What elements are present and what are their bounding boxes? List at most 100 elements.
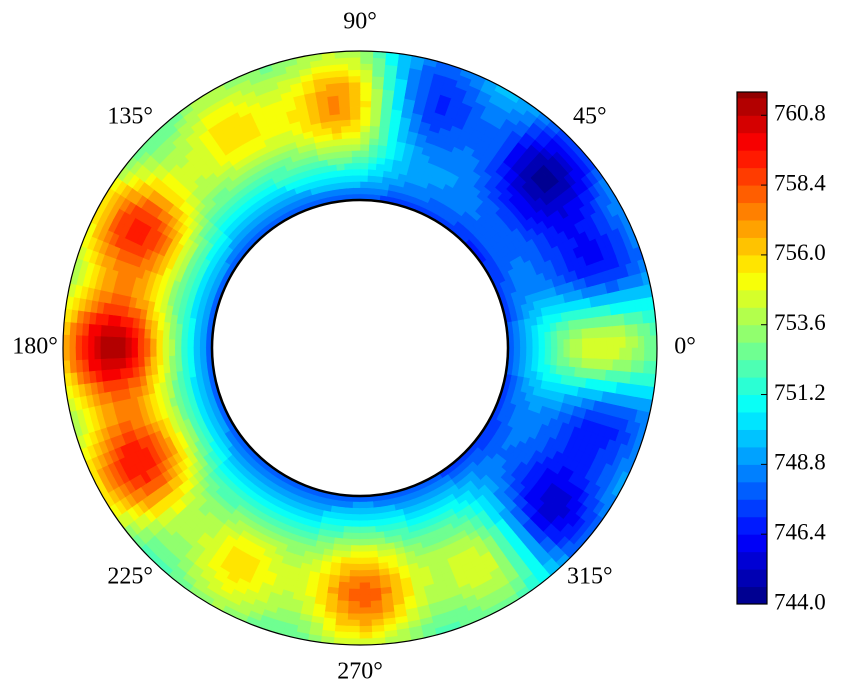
colorbar-band (737, 586, 767, 605)
contour-cell (519, 333, 527, 342)
contour-cell (636, 359, 645, 374)
contour-cell (644, 335, 652, 349)
contour-cell (359, 75, 373, 83)
contour-cell (149, 356, 158, 367)
contour-cell (575, 337, 583, 349)
contour-cell (519, 340, 527, 349)
contour-cell (143, 356, 152, 368)
contour-cell (643, 360, 651, 374)
colorbar-band (737, 359, 767, 378)
colorbar: 744.0 746.4 748.8 751.2 753.6 756.0 758.4 760.8 (736, 91, 826, 614)
contour-cell (349, 576, 361, 584)
contour-cell (359, 181, 368, 189)
colorbar-band (737, 202, 767, 221)
contour-cell (367, 168, 376, 177)
contour-cell (612, 347, 621, 360)
contour-cell (375, 525, 385, 533)
contour-cell (550, 347, 558, 357)
contour-cell (345, 507, 354, 515)
contour-cell (538, 355, 546, 365)
contour-cell (618, 324, 627, 337)
contour-cell (193, 325, 202, 335)
contour-cell (575, 347, 583, 359)
contour-cell (168, 339, 176, 349)
contour-cell (625, 335, 633, 349)
contour-cell (350, 551, 361, 559)
contour-cell (359, 576, 371, 584)
contour-cell (359, 81, 372, 89)
contour-cell (149, 329, 158, 340)
colorbar-band (737, 185, 767, 204)
contour-cell (180, 347, 188, 357)
contour-cell (525, 332, 533, 342)
contour-cell (187, 325, 196, 334)
contour-cell (99, 347, 108, 360)
contour-cell (199, 333, 207, 342)
contour-cell (575, 328, 583, 339)
contour-cell (118, 357, 127, 370)
contour-cell (162, 356, 170, 366)
contour-cell (600, 347, 608, 360)
contour-cell (342, 538, 352, 546)
contour-cell (371, 618, 385, 627)
colorbar-band (737, 307, 767, 326)
colorbar-band (737, 115, 767, 134)
contour-cell (155, 329, 164, 340)
contour-cell (556, 329, 565, 340)
contour-cell (370, 587, 382, 596)
contour-cell (69, 360, 77, 374)
colorbar-band (737, 324, 767, 343)
contour-cell (368, 150, 378, 158)
contour-cell (347, 75, 361, 83)
contour-cell (526, 347, 534, 356)
contour-cell (538, 339, 546, 349)
contour-cell (112, 326, 121, 338)
contour-cell (366, 187, 375, 195)
colorbar-tick-label: 748.8 (774, 450, 826, 475)
contour-cell (162, 339, 170, 349)
colorbar-band (737, 220, 767, 238)
contour-cell (337, 512, 346, 521)
contour-cell (366, 513, 376, 521)
contour-cell (93, 359, 102, 372)
contour-cell (531, 355, 540, 364)
theta-tick-label: 270° (337, 659, 383, 685)
contour-cell (612, 325, 620, 338)
contour-cell (106, 325, 114, 338)
contour-cell (347, 613, 361, 621)
contour-cell (149, 338, 157, 349)
contour-cell (550, 330, 558, 340)
contour-cell (348, 600, 361, 609)
contour-cell (562, 329, 571, 340)
contour-cell (625, 347, 633, 361)
contour-cell (338, 581, 351, 590)
contour-cell (588, 337, 596, 349)
contour-cell (130, 337, 139, 349)
contour-cell (630, 323, 639, 337)
contour-cell (349, 112, 361, 120)
contour-cell (512, 326, 521, 335)
contour-cell (338, 106, 351, 115)
contour-cell (112, 336, 120, 349)
contour-cell (369, 106, 382, 115)
contour-cell (143, 328, 152, 340)
contour-cell (351, 538, 361, 546)
contour-cell (370, 594, 383, 602)
contour-cell (531, 332, 540, 341)
contour-cell (359, 501, 368, 509)
contour-cell (68, 335, 76, 349)
contour-cell (374, 175, 383, 184)
contour-cell (62, 347, 70, 362)
contour-cell (344, 168, 353, 177)
contour-cell (337, 600, 350, 608)
contour-cell (87, 323, 96, 337)
contour-cell (348, 588, 361, 596)
contour-cell (367, 156, 378, 164)
contour-cell (359, 514, 368, 522)
contour-cell (630, 359, 639, 373)
contour-cell (359, 588, 372, 596)
contour-cell (106, 358, 114, 371)
contour-cell (334, 63, 349, 72)
contour-cell (62, 334, 70, 349)
contour-cell (513, 333, 521, 342)
